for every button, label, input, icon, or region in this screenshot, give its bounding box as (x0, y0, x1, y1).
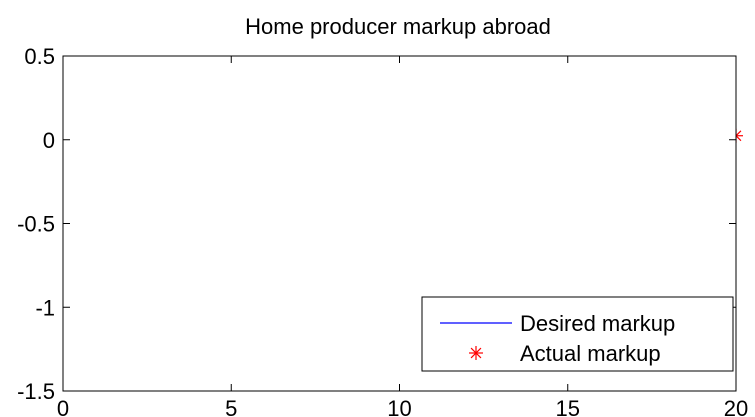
legend-marker-sample (469, 346, 483, 360)
x-tick-label: 0 (57, 396, 69, 417)
x-tick-label: 10 (387, 396, 411, 417)
legend-label-desired: Desired markup (520, 311, 675, 336)
legend-label-actual: Actual markup (520, 341, 661, 366)
y-tick-label: 0.5 (24, 44, 55, 69)
x-tick-label: 5 (225, 396, 237, 417)
legend-box (421, 296, 734, 372)
y-tick-label: -1.5 (17, 379, 55, 404)
y-tick-label: -1 (35, 295, 55, 320)
legend: Desired markup Actual markup (421, 296, 734, 372)
x-tick-label: 20 (724, 396, 748, 417)
chart-title: Home producer markup abroad (245, 14, 551, 39)
y-tick-label: -0.5 (17, 212, 55, 237)
y-tick-label: 0 (43, 128, 55, 153)
x-tick-label: 15 (556, 396, 580, 417)
